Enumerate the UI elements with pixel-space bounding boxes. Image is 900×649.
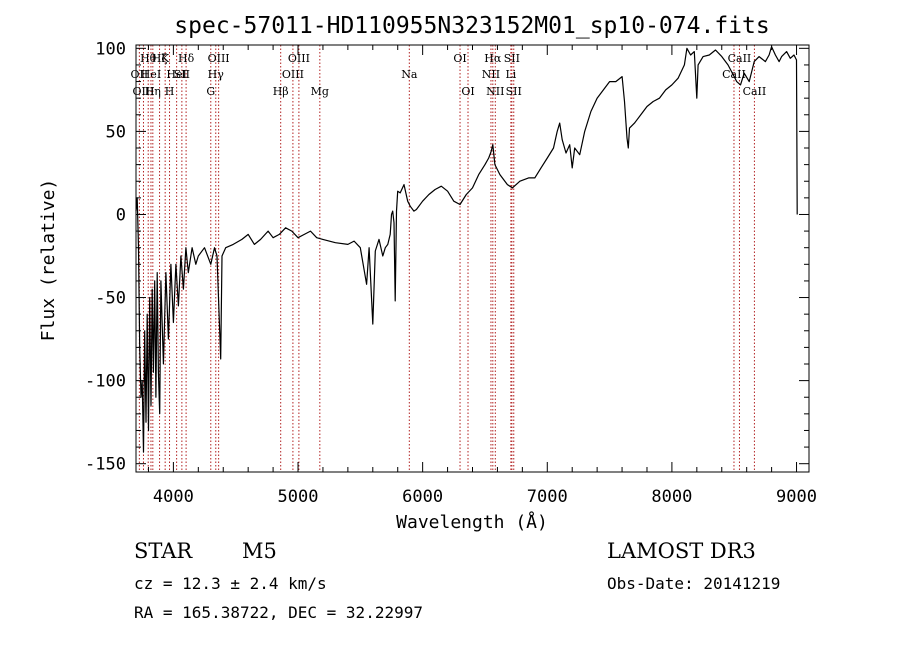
y-tick-label: -150 <box>85 455 126 475</box>
line-marker-label-5: Hζ <box>152 52 168 65</box>
line-marker-label-19: OI <box>453 52 466 65</box>
line-marker-layer <box>138 45 755 472</box>
line-marker-label-3: HeI <box>141 68 161 81</box>
line-marker-label-18: Na <box>401 68 418 81</box>
line-marker-label-10: Hδ <box>178 52 195 65</box>
line-marker-label-28: CaII <box>728 52 752 65</box>
y-tick-label: -100 <box>85 372 126 392</box>
y-tick-label: -50 <box>95 289 126 309</box>
line-marker-label-4: Hη <box>145 85 161 98</box>
line-marker-label-17: Mg <box>311 85 329 98</box>
line-marker-label-20: OI <box>461 85 474 98</box>
observation-date: Obs-Date: 20141219 <box>607 574 781 593</box>
spectrum-chart: spec-57011-HD110955N323152M01_sp10-074.f… <box>38 13 817 533</box>
object-subclass: M5 <box>242 539 277 563</box>
line-marker-label-6: K <box>161 52 170 65</box>
line-marker-label-9: SII <box>174 68 190 81</box>
line-marker-label-14: Hβ <box>273 85 289 98</box>
line-marker-label-8: HeI <box>166 68 186 81</box>
line-marker-label-23: NII <box>486 85 504 98</box>
y-axis-label: Flux (relative) <box>38 179 59 342</box>
line-marker-label-21: NII <box>482 68 500 81</box>
x-tick-label: 9000 <box>776 487 817 507</box>
line-marker-label-29: CaII <box>743 85 767 98</box>
line-marker-label-26: SII <box>506 85 522 98</box>
line-marker-label-2: Hθ <box>140 52 157 65</box>
x-axis-ticks: 4000 5000 6000 7000 8000 9000 <box>147 45 817 507</box>
redshift-cz: cz = 12.3 ± 2.4 km/s <box>134 574 327 593</box>
y-tick-label: 100 <box>95 39 126 59</box>
x-tick-label: 5000 <box>278 487 319 507</box>
line-marker-label-12: Hγ <box>208 68 225 81</box>
y-tick-label: 50 <box>106 122 126 142</box>
line-marker-label-11: G <box>206 85 215 98</box>
line-marker-label-24: Li <box>505 68 516 81</box>
x-tick-label: 7000 <box>527 487 568 507</box>
chart-title: spec-57011-HD110955N323152M01_sp10-074.f… <box>174 13 769 39</box>
line-marker-label-16: OIII <box>288 52 310 65</box>
line-marker-label-13: OIII <box>208 52 230 65</box>
line-marker-label-layer: OIIOIIIHθHeIHηHζKHHeISIIHδGHγOIIIHβOIIIO… <box>131 52 767 98</box>
line-marker-label-22: Hα <box>484 52 502 65</box>
line-marker-label-25: SII <box>504 52 520 65</box>
line-marker-label-27: CaII <box>722 68 746 81</box>
survey-name: LAMOST DR3 <box>607 539 756 563</box>
y-axis-ticks: -150 -100 -50 0 50 100 <box>85 39 809 475</box>
line-marker-label-0: OII <box>131 68 149 81</box>
y-tick-label: 0 <box>116 205 126 225</box>
coordinates: RA = 165.38722, DEC = 32.22997 <box>134 603 423 622</box>
flux-series-line <box>135 46 798 453</box>
plot-frame <box>135 44 810 473</box>
line-marker-label-1: OIII <box>132 85 154 98</box>
line-marker-label-15: OIII <box>282 68 304 81</box>
x-tick-label: 8000 <box>651 487 692 507</box>
object-class: STAR <box>134 539 193 563</box>
line-marker-label-7: H <box>165 85 175 98</box>
x-axis-label: Wavelength (Å) <box>396 511 548 533</box>
x-tick-label: 6000 <box>402 487 443 507</box>
x-tick-label: 4000 <box>153 487 194 507</box>
